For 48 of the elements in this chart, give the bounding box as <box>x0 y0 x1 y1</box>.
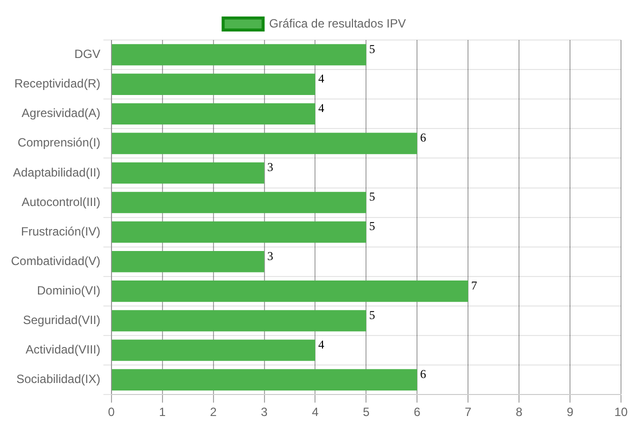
bar <box>112 103 316 125</box>
bar <box>112 369 418 390</box>
x-tick-label: 10 <box>614 405 628 420</box>
data-label: 4 <box>318 71 324 86</box>
bar <box>112 192 366 214</box>
y-tick-label: Adaptabilidad(II) <box>12 165 100 180</box>
bar <box>112 340 316 361</box>
x-tick-label: 6 <box>414 405 421 420</box>
bar <box>112 44 366 66</box>
bar <box>112 250 264 272</box>
x-tick-label: 1 <box>158 405 166 420</box>
bar <box>112 132 418 154</box>
bar <box>112 310 366 332</box>
data-label: 3 <box>267 248 274 263</box>
data-label: 5 <box>369 190 376 204</box>
x-tick-label: 8 <box>516 405 523 420</box>
x-tick-label: 2 <box>210 405 217 420</box>
y-tick-label: Seguridad(VII) <box>22 313 100 328</box>
y-tick-label: Agresividad(A) <box>22 106 100 120</box>
data-label: 7 <box>471 278 478 292</box>
bar <box>112 221 366 243</box>
data-label: 5 <box>369 42 376 56</box>
y-tick-label: Dominio(VI) <box>37 283 100 298</box>
bar <box>112 162 264 184</box>
y-tick-label: DGV <box>74 47 100 62</box>
x-tick-label: 4 <box>312 405 319 420</box>
bar <box>112 74 316 95</box>
x-tick-label: 3 <box>260 405 268 420</box>
y-tick-label: Combatividad(V) <box>10 254 100 268</box>
data-label: 6 <box>420 366 426 381</box>
x-tick-label: 5 <box>362 405 370 420</box>
y-tick-label: Autocontrol(III) <box>22 194 100 209</box>
y-tick-label: Actividad(VIII) <box>26 342 100 357</box>
data-label: 4 <box>318 337 324 352</box>
bar <box>112 280 468 302</box>
x-tick-label: 0 <box>108 405 116 420</box>
data-label: 4 <box>318 101 324 116</box>
y-tick-label: Sociabilidad(IX) <box>16 372 100 386</box>
y-tick-label: Frustración(IV) <box>21 224 100 238</box>
x-tick-label: 9 <box>566 405 574 420</box>
data-label: 6 <box>420 130 426 145</box>
data-label: 3 <box>267 160 274 174</box>
data-label: 5 <box>369 308 376 322</box>
x-tick-label: 7 <box>464 405 472 420</box>
legend-label: Gráfica de resultados IPV <box>269 16 406 30</box>
y-tick-label: Receptividad(R) <box>14 76 100 91</box>
data-label: 5 <box>369 219 376 234</box>
y-tick-label: Comprensión(I) <box>18 136 100 150</box>
